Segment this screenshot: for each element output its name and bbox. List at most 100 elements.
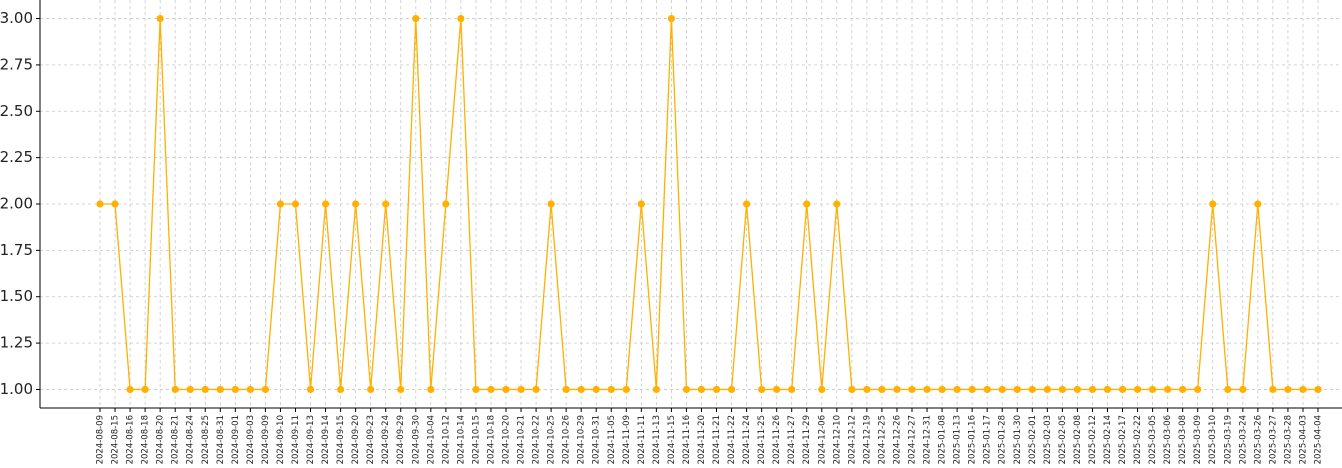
data-point xyxy=(863,385,871,394)
x-tick-label: 2025-02-01 xyxy=(1028,415,1038,464)
x-tick-label: 2024-10-21 xyxy=(517,415,527,464)
x-tick-label: 2024-09-01 xyxy=(231,415,241,464)
x-tick-label: 2024-11-16 xyxy=(682,415,692,464)
x-tick-label: 2025-03-05 xyxy=(1148,415,1158,464)
data-point xyxy=(201,385,209,394)
x-tick-label: 2025-02-08 xyxy=(1073,415,1083,464)
data-point xyxy=(442,200,450,208)
x-tick-label: 2025-04-03 xyxy=(1298,415,1308,464)
x-tick-label: 2024-09-10 xyxy=(276,415,286,464)
data-point xyxy=(517,385,525,394)
data-point xyxy=(427,385,435,394)
data-point xyxy=(923,385,931,394)
x-tick-label: 2024-12-26 xyxy=(892,415,902,464)
data-point xyxy=(397,385,405,394)
x-tick-label: 2025-01-17 xyxy=(983,415,993,464)
data-point xyxy=(652,385,660,394)
x-tick-label: 2024-09-09 xyxy=(261,415,271,464)
x-tick-label: 2024-11-22 xyxy=(727,415,737,464)
x-tick-label: 2024-12-25 xyxy=(877,415,887,464)
y-tick-label: 1.25 xyxy=(0,334,33,352)
data-point xyxy=(1118,385,1127,394)
x-tick-label: 2025-01-16 xyxy=(968,415,978,464)
data-point xyxy=(712,385,721,394)
data-point xyxy=(1254,200,1262,208)
data-point xyxy=(938,385,946,394)
data-point xyxy=(1013,385,1021,394)
data-point xyxy=(682,385,691,394)
data-point xyxy=(697,385,706,394)
data-point xyxy=(276,200,285,208)
x-tick-label: 2024-10-31 xyxy=(592,415,602,464)
data-point xyxy=(141,385,149,394)
data-point xyxy=(156,14,164,23)
x-tick-label: 2024-10-20 xyxy=(502,415,512,464)
x-tick-label: 2024-08-18 xyxy=(141,415,151,464)
data-point xyxy=(412,14,420,23)
x-tick-label: 2025-03-24 xyxy=(1238,415,1248,464)
x-tick-label: 2024-09-03 xyxy=(246,415,256,464)
x-tick-label: 2025-03-09 xyxy=(1193,415,1203,464)
data-point xyxy=(803,200,811,208)
x-tick-label: 2024-08-31 xyxy=(216,415,226,464)
data-point xyxy=(1028,385,1036,394)
data-point xyxy=(727,385,736,394)
data-point xyxy=(742,200,751,208)
data-point xyxy=(968,385,976,394)
x-tick-label: 2025-02-17 xyxy=(1118,415,1128,464)
x-tick-label: 2024-12-27 xyxy=(908,415,918,464)
data-point xyxy=(111,200,119,208)
data-point xyxy=(607,385,615,394)
x-tick-label: 2024-10-29 xyxy=(577,415,587,464)
x-tick-label: 2024-08-15 xyxy=(111,415,121,464)
data-point xyxy=(261,385,270,394)
x-tick-label: 2024-11-13 xyxy=(652,415,662,464)
data-point xyxy=(1164,385,1172,394)
y-tick-label: 1.00 xyxy=(0,380,33,398)
series-line xyxy=(100,18,1318,391)
data-point xyxy=(1133,385,1142,394)
data-point xyxy=(1209,200,1217,208)
x-tick-label: 2024-11-29 xyxy=(802,415,812,464)
data-point xyxy=(592,385,600,394)
data-point xyxy=(367,385,375,394)
x-tick-label: 2024-10-25 xyxy=(547,415,557,464)
x-tick-label: 2024-08-16 xyxy=(126,415,136,464)
x-tick-label: 2024-09-29 xyxy=(396,415,406,464)
data-point xyxy=(1058,385,1066,394)
data-point xyxy=(1073,385,1082,394)
data-point xyxy=(306,385,315,394)
data-point xyxy=(848,385,856,394)
x-tick-label: 2024-10-18 xyxy=(486,415,496,464)
data-point xyxy=(833,200,841,208)
data-point xyxy=(1148,385,1157,394)
data-point xyxy=(1194,385,1202,394)
data-point xyxy=(382,200,390,208)
x-tick-label: 2024-11-21 xyxy=(712,415,722,464)
x-tick-label: 2025-02-14 xyxy=(1103,415,1113,464)
data-point xyxy=(622,385,630,394)
data-point xyxy=(336,385,345,394)
data-point xyxy=(321,200,330,208)
data-point xyxy=(216,385,224,394)
data-point xyxy=(1299,385,1307,394)
data-point xyxy=(998,385,1006,394)
data-point xyxy=(547,200,555,208)
x-tick-label: 2024-09-23 xyxy=(366,415,376,464)
data-point xyxy=(908,385,916,394)
data-point xyxy=(1043,385,1051,394)
data-point xyxy=(818,385,826,394)
x-tick-label: 2024-09-20 xyxy=(351,415,361,464)
x-tick-label: 2024-11-05 xyxy=(607,415,617,464)
x-tick-label: 2024-10-12 xyxy=(441,415,451,464)
y-tick-label: 2.25 xyxy=(0,148,33,166)
x-tick-label: 2024-11-11 xyxy=(637,415,647,464)
x-tick-label: 2025-01-30 xyxy=(1013,415,1023,464)
x-tick-label: 2025-03-06 xyxy=(1163,415,1173,464)
data-point xyxy=(1179,385,1187,394)
x-tick-label: 2025-04-04 xyxy=(1314,415,1324,464)
x-tick-label: 2024-11-27 xyxy=(787,415,797,464)
data-point xyxy=(1239,385,1247,394)
y-tick-label: 2.75 xyxy=(0,55,33,73)
